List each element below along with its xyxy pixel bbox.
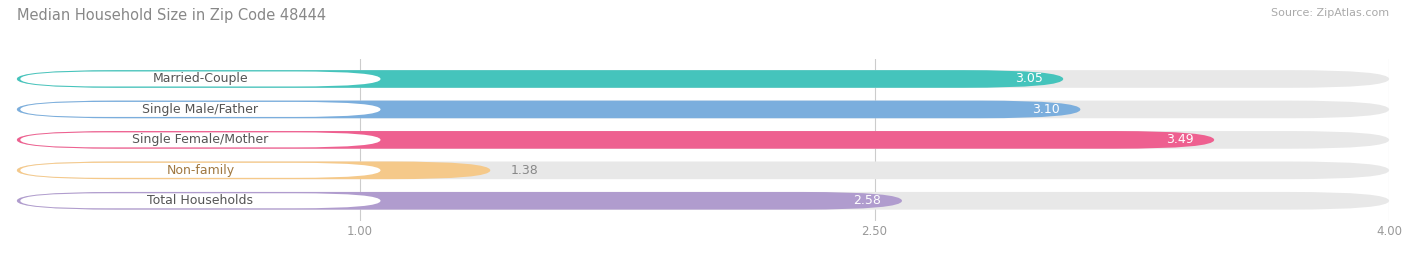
FancyBboxPatch shape: [17, 70, 1063, 88]
FancyBboxPatch shape: [17, 131, 1215, 149]
Text: 2.58: 2.58: [853, 194, 882, 207]
FancyBboxPatch shape: [20, 72, 381, 86]
Text: Median Household Size in Zip Code 48444: Median Household Size in Zip Code 48444: [17, 8, 326, 23]
Text: Non-family: Non-family: [166, 164, 235, 177]
FancyBboxPatch shape: [20, 132, 381, 147]
Text: Married-Couple: Married-Couple: [153, 72, 249, 86]
FancyBboxPatch shape: [20, 163, 381, 178]
Text: 3.10: 3.10: [1032, 103, 1060, 116]
FancyBboxPatch shape: [17, 131, 1389, 149]
Text: Total Households: Total Households: [148, 194, 253, 207]
FancyBboxPatch shape: [17, 101, 1389, 118]
FancyBboxPatch shape: [20, 193, 381, 208]
FancyBboxPatch shape: [17, 70, 1389, 88]
Text: Single Male/Father: Single Male/Father: [142, 103, 259, 116]
FancyBboxPatch shape: [17, 161, 491, 179]
Text: 1.38: 1.38: [510, 164, 538, 177]
Text: 3.05: 3.05: [1015, 72, 1043, 86]
Text: Source: ZipAtlas.com: Source: ZipAtlas.com: [1271, 8, 1389, 18]
FancyBboxPatch shape: [17, 161, 1389, 179]
Text: 3.49: 3.49: [1166, 133, 1194, 146]
Text: Single Female/Mother: Single Female/Mother: [132, 133, 269, 146]
FancyBboxPatch shape: [17, 192, 1389, 210]
FancyBboxPatch shape: [17, 192, 903, 210]
FancyBboxPatch shape: [20, 102, 381, 117]
FancyBboxPatch shape: [17, 101, 1080, 118]
